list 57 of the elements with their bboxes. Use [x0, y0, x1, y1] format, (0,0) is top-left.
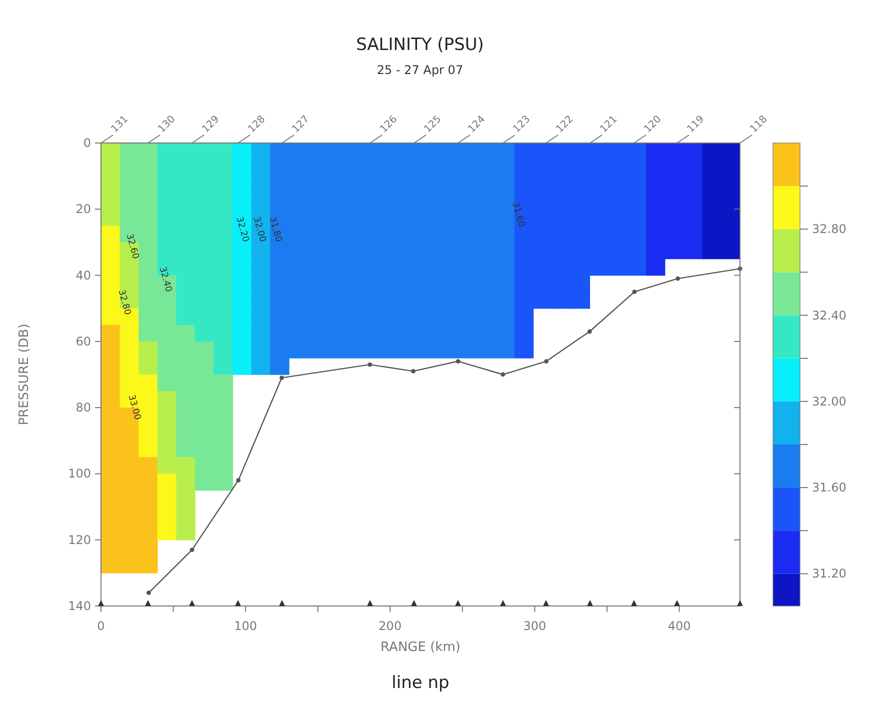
- annotation: 32.80: [116, 288, 132, 316]
- x-tick-label: 0: [97, 619, 105, 633]
- text: 129: [200, 114, 222, 136]
- point: [544, 359, 548, 364]
- x-tick-label: 100: [234, 619, 258, 633]
- y-tick-label: 80: [76, 400, 91, 415]
- annotation: 31.80: [266, 216, 284, 244]
- text: line np: [392, 673, 450, 693]
- y-tick-label: 120: [68, 532, 91, 547]
- x-tick-label: 400: [668, 619, 691, 633]
- color-bar-label: 32.80: [812, 222, 846, 236]
- color-bar-label: 31.60: [812, 480, 846, 495]
- y-axis-title: PRESSURE (DB): [17, 324, 32, 426]
- text: 127: [290, 114, 312, 136]
- point: [500, 372, 506, 377]
- text: 120: [642, 114, 664, 136]
- point: [190, 548, 194, 552]
- point: [368, 362, 372, 367]
- point: [146, 590, 151, 595]
- text: 124: [466, 114, 488, 136]
- color-bar-label: 31.20: [812, 566, 846, 581]
- chart-subtitle: 25 - 27 Apr 07: [376, 63, 464, 77]
- annotation: 32.20: [234, 216, 250, 244]
- annotation: 32.00: [250, 216, 268, 244]
- x-tick-label: 300: [523, 619, 546, 633]
- text: 126: [378, 114, 400, 136]
- y-tick-label: 60: [76, 334, 91, 348]
- annotation: 33.00: [126, 394, 142, 422]
- annotation: 32.60: [124, 232, 140, 260]
- point: [280, 376, 284, 380]
- text: 118: [748, 114, 770, 136]
- color-bar-label: 32.00: [812, 394, 846, 408]
- text: 121: [598, 114, 620, 136]
- chart-title: SALINITY (PSU): [356, 35, 484, 55]
- annotation: 32.40: [156, 266, 174, 294]
- point: [456, 359, 460, 364]
- color-bar-label: 32.40: [812, 308, 846, 322]
- text: 128: [246, 114, 268, 136]
- y-tick-label: 140: [68, 599, 91, 613]
- point: [676, 276, 680, 281]
- y-tick-label: 0: [83, 136, 91, 150]
- x-tick-label: 200: [378, 619, 402, 633]
- y-tick-label: 40: [76, 268, 91, 282]
- annotation: 31.60: [510, 200, 526, 228]
- text: 125: [422, 114, 444, 136]
- point: [411, 368, 416, 374]
- text: 123: [511, 114, 533, 136]
- text: 122: [554, 114, 576, 136]
- text: 119: [685, 114, 707, 136]
- point: [587, 329, 592, 334]
- point: [236, 478, 241, 483]
- y-tick-label: 100: [68, 466, 91, 481]
- x-axis-title: RANGE (km): [380, 640, 460, 655]
- text: 130: [156, 114, 178, 136]
- point: [632, 290, 637, 294]
- text: 131: [109, 114, 131, 136]
- y-tick-label: 20: [76, 202, 91, 216]
